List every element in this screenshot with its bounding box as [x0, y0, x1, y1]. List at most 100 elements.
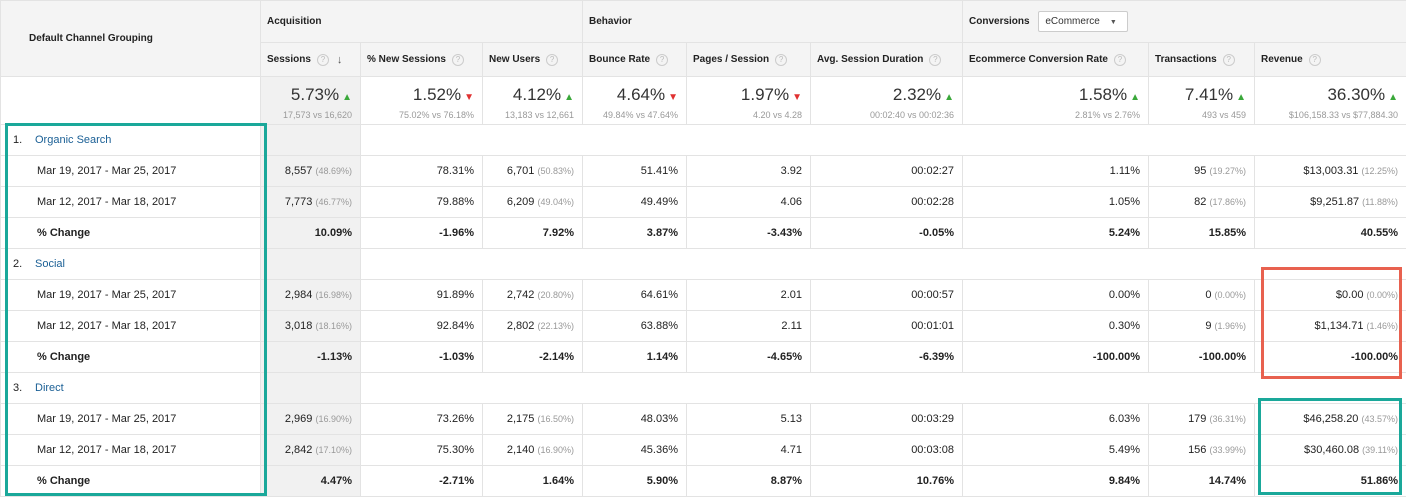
column-header-3[interactable]: Bounce Rate?: [582, 42, 687, 77]
help-icon[interactable]: ?: [1222, 53, 1235, 66]
metric-cell: 5.13: [686, 403, 811, 435]
column-header-2[interactable]: New Users?: [482, 42, 583, 77]
metric-value: 156: [1188, 444, 1207, 456]
metric-cell: -1.96%: [360, 217, 483, 249]
metric-share: (12.25%): [1361, 166, 1399, 176]
metric-value: $1,134.71: [1314, 320, 1364, 332]
channel-link[interactable]: Direct: [35, 382, 64, 394]
date-range-row: Mar 12, 2017 - Mar 18, 2017 3,018 (18.16%…: [0, 310, 1406, 342]
metric-cell: -3.43%: [686, 217, 811, 249]
column-header-6[interactable]: Ecommerce Conversion Rate?: [962, 42, 1150, 77]
metric-value: 9: [1205, 320, 1212, 332]
metric-value: 7.92%: [542, 227, 574, 239]
metric-value: 2,742: [506, 289, 535, 301]
metric-cell: 00:00:57: [809, 279, 964, 311]
metric-share: (43.57%): [1361, 414, 1399, 424]
metric-value: -1.96%: [439, 227, 474, 239]
column-header-0[interactable]: Sessions? ↓: [260, 42, 361, 77]
metric-share: (11.88%): [1362, 197, 1399, 207]
metric-cell: 156 (33.99%): [1148, 434, 1256, 466]
help-icon[interactable]: ?: [451, 53, 464, 66]
metric-value: 1.05%: [1108, 196, 1141, 208]
channel-link[interactable]: Organic Search: [35, 134, 112, 146]
metric-value: 8.87%: [770, 475, 802, 487]
caret-down-icon: ▼: [1109, 19, 1117, 26]
metric-cell: 4.71: [686, 434, 811, 466]
metric-share: (48.69%): [315, 166, 352, 176]
metric-value: 92.84%: [436, 320, 474, 332]
acquisition-group-header: Acquisition: [260, 0, 583, 43]
metric-value: -4.65%: [767, 351, 802, 363]
trend-down-icon: ▼: [464, 92, 474, 103]
metric-cell: 95 (19.27%): [1148, 155, 1256, 187]
metric-value: 64.61%: [640, 289, 678, 301]
total-compare: 75.02% vs 76.18%: [398, 110, 474, 120]
metric-value: 1.64%: [542, 475, 574, 487]
date-range-row: Mar 12, 2017 - Mar 18, 2017 2,842 (17.10%…: [0, 434, 1406, 466]
metric-cell: 45.36%: [582, 434, 687, 466]
metric-share: (17.10%): [315, 445, 352, 455]
help-icon[interactable]: ?: [316, 53, 329, 66]
channel-link[interactable]: Social: [35, 258, 65, 270]
column-header-4[interactable]: Pages / Session?: [686, 42, 811, 77]
column-header-1[interactable]: % New Sessions?: [360, 42, 483, 77]
metric-value: 91.89%: [436, 289, 474, 301]
help-icon[interactable]: ?: [775, 53, 788, 66]
highlight-social-revenue: [1261, 267, 1402, 379]
total-cell: 1.52% ▼ 75.02% vs 76.18%: [360, 76, 483, 125]
column-header-5[interactable]: Avg. Session Duration?: [809, 42, 964, 77]
metric-value: 6,701: [506, 165, 535, 177]
total-value: 2.32%: [892, 85, 942, 104]
metric-cell: 3.92: [686, 155, 811, 187]
metric-cell: 6.03%: [962, 403, 1150, 435]
metric-cell: 00:01:01: [809, 310, 964, 342]
total-compare: 4.20 vs 4.28: [752, 110, 802, 120]
date-range-row: Mar 19, 2017 - Mar 25, 2017 2,984 (16.98%…: [0, 279, 1406, 311]
trend-up-icon: ▲: [342, 92, 352, 103]
metric-cell: 78.31%: [360, 155, 483, 187]
metric-cell: 2,175 (16.50%): [482, 403, 583, 435]
conversions-group-header: Conversions eCommerce ▼: [962, 0, 1406, 43]
metric-value: 10.76%: [916, 475, 955, 487]
help-icon[interactable]: ?: [546, 53, 559, 66]
metric-value: 0.30%: [1108, 320, 1141, 332]
dimension-header[interactable]: Default Channel Grouping: [0, 0, 261, 77]
help-icon[interactable]: ?: [929, 53, 942, 66]
column-header-label: Revenue: [1261, 54, 1303, 65]
metric-cell: 2,842 (17.10%): [260, 434, 361, 466]
help-icon[interactable]: ?: [1113, 53, 1126, 66]
sort-descending-icon[interactable]: ↓: [336, 53, 343, 66]
metric-value: 5.90%: [646, 475, 678, 487]
trend-up-icon: ▲: [1130, 92, 1141, 103]
metric-value: 00:03:29: [911, 413, 955, 425]
metric-value: -100.00%: [1092, 351, 1141, 363]
help-icon[interactable]: ?: [1308, 53, 1321, 66]
metric-share: (36.31%): [1209, 414, 1247, 424]
metric-share: (22.13%): [537, 321, 574, 331]
metric-cell: 73.26%: [360, 403, 483, 435]
channel-row: 1. Organic Search: [0, 124, 1406, 156]
channel-row: 3. Direct: [0, 372, 1406, 404]
date-range-row: Mar 19, 2017 - Mar 25, 2017 2,969 (16.90%…: [0, 403, 1406, 435]
help-icon[interactable]: ?: [656, 53, 669, 66]
metric-value: 8,557: [284, 165, 313, 177]
metric-cell: -1.03%: [360, 341, 483, 373]
metric-share: (0.00%): [1214, 290, 1247, 300]
metric-cell: 5.90%: [582, 465, 687, 497]
metric-cell: -100.00%: [1148, 341, 1256, 373]
total-compare: 00:02:40 vs 00:02:36: [869, 110, 955, 120]
column-header-7[interactable]: Transactions?: [1148, 42, 1256, 77]
conversions-dropdown[interactable]: eCommerce ▼: [1038, 11, 1128, 32]
metric-value: 48.03%: [640, 413, 678, 425]
metric-value: 0.00%: [1108, 289, 1141, 301]
trend-down-icon: ▼: [668, 92, 678, 103]
metric-cell: 40.55%: [1254, 217, 1406, 249]
column-header-8[interactable]: Revenue?: [1254, 42, 1406, 77]
total-value: 36.30%: [1327, 85, 1386, 104]
metric-value: -100.00%: [1350, 351, 1399, 363]
trend-down-icon: ▼: [792, 92, 802, 103]
metric-value: $30,460.08: [1304, 444, 1360, 456]
metric-value: -2.71%: [439, 475, 474, 487]
metric-cell: 8,557 (48.69%): [260, 155, 361, 187]
